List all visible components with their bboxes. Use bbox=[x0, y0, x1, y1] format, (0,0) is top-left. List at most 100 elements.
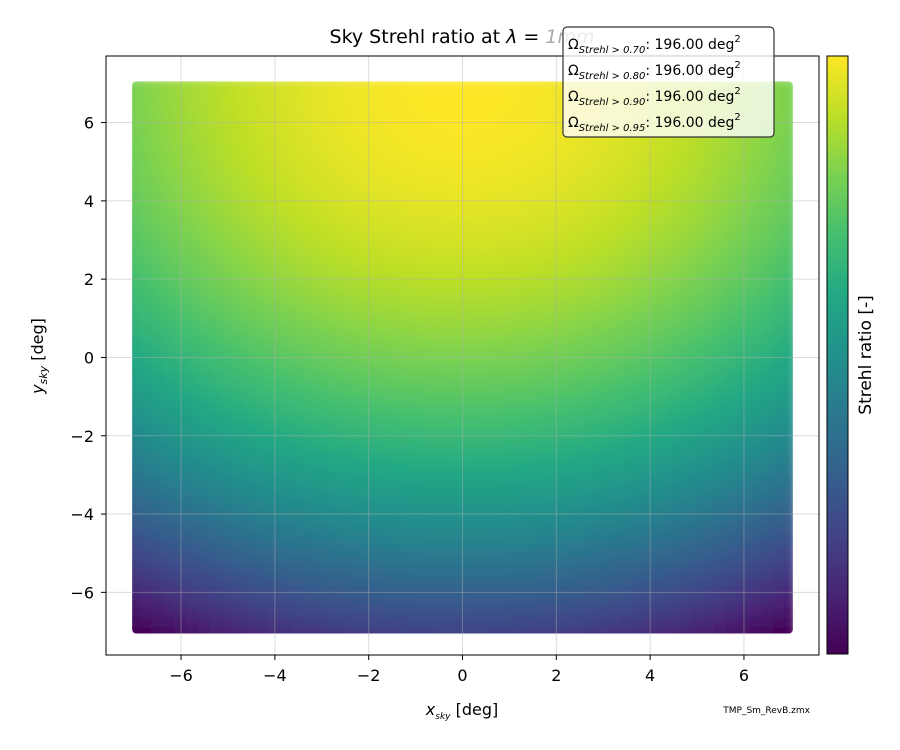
heatmap-cell bbox=[479, 606, 493, 618]
heatmap-cell bbox=[503, 195, 516, 207]
heatmap-cell bbox=[338, 596, 352, 608]
heatmap-cell bbox=[573, 146, 587, 158]
heatmap-cell bbox=[397, 410, 411, 422]
heatmap-cell bbox=[280, 479, 293, 491]
heatmap-cell bbox=[479, 352, 493, 363]
heatmap-cell bbox=[526, 430, 540, 442]
heatmap-cell bbox=[514, 97, 528, 109]
heatmap-cell bbox=[209, 381, 223, 393]
heatmap-cell bbox=[690, 479, 704, 491]
heatmap-cell bbox=[725, 538, 739, 549]
heatmap-cell bbox=[162, 244, 176, 256]
heatmap-cell bbox=[362, 303, 376, 314]
heatmap-cell bbox=[221, 401, 235, 412]
heatmap-cell bbox=[338, 273, 352, 285]
heatmap-cell bbox=[221, 332, 235, 344]
heatmap-cell bbox=[397, 626, 411, 634]
heatmap-cell bbox=[761, 606, 774, 618]
heatmap-cell bbox=[139, 322, 153, 334]
heatmap-cell bbox=[667, 547, 680, 559]
heatmap-cell bbox=[291, 215, 305, 226]
heatmap-cell bbox=[749, 381, 763, 393]
heatmap-cell bbox=[737, 469, 751, 481]
heatmap-cell bbox=[538, 479, 551, 491]
heatmap-cell bbox=[397, 538, 411, 549]
heatmap-cell bbox=[761, 263, 774, 275]
heatmap-cell bbox=[139, 361, 153, 373]
heatmap-cell bbox=[491, 371, 505, 383]
heatmap-cell bbox=[456, 420, 469, 432]
heatmap-cell bbox=[221, 391, 235, 403]
heatmap-cell bbox=[198, 508, 211, 520]
heatmap-cell bbox=[573, 381, 587, 393]
heatmap-cell bbox=[280, 224, 293, 236]
heatmap-cell bbox=[409, 596, 422, 608]
heatmap-cell bbox=[132, 107, 141, 119]
heatmap-cell bbox=[409, 322, 422, 334]
heatmap-cell bbox=[573, 185, 587, 197]
heatmap-cell bbox=[526, 616, 540, 628]
heatmap-cell bbox=[397, 312, 411, 324]
heatmap-cell bbox=[714, 538, 727, 549]
heatmap-cell bbox=[245, 440, 258, 451]
annotation-sup: 2 bbox=[734, 60, 740, 71]
heatmap-cell bbox=[561, 156, 575, 168]
heatmap-cell bbox=[420, 175, 434, 187]
heatmap-cell bbox=[643, 489, 657, 500]
heatmap-cell bbox=[549, 430, 563, 442]
heatmap-cell bbox=[456, 146, 469, 158]
heatmap-cell bbox=[280, 489, 293, 500]
heatmap-cell bbox=[139, 195, 153, 207]
heatmap-cell bbox=[186, 469, 200, 481]
heatmap-cell bbox=[245, 616, 258, 628]
heatmap-cell bbox=[315, 410, 329, 422]
heatmap-cell bbox=[714, 283, 727, 295]
heatmap-cell bbox=[256, 322, 270, 334]
heatmap-cell bbox=[245, 156, 258, 168]
heatmap-cell bbox=[479, 166, 493, 177]
heatmap-cell bbox=[643, 332, 657, 344]
heatmap-cell bbox=[303, 616, 317, 628]
heatmap-cell bbox=[749, 586, 763, 598]
heatmap-cell bbox=[245, 469, 258, 481]
heatmap-cell bbox=[784, 440, 793, 451]
heatmap-cell bbox=[256, 146, 270, 158]
heatmap-cell bbox=[303, 195, 317, 207]
heatmap-cell bbox=[245, 518, 258, 530]
heatmap-cell bbox=[561, 479, 575, 491]
heatmap-cell bbox=[479, 146, 493, 158]
heatmap-cell bbox=[162, 117, 176, 128]
heatmap-cell bbox=[221, 371, 235, 383]
heatmap-cell bbox=[667, 244, 680, 256]
heatmap-cell bbox=[737, 263, 751, 275]
heatmap-cell bbox=[233, 508, 247, 520]
heatmap-cell bbox=[702, 518, 716, 530]
heatmap-cell bbox=[409, 126, 422, 138]
heatmap-cell bbox=[737, 342, 751, 354]
heatmap-cell bbox=[409, 156, 422, 168]
heatmap-cell bbox=[749, 567, 763, 579]
heatmap-cell bbox=[350, 508, 364, 520]
heatmap-cell bbox=[737, 498, 751, 510]
heatmap-cell bbox=[585, 156, 598, 168]
heatmap-cell bbox=[643, 557, 657, 569]
heatmap-cell bbox=[725, 596, 739, 608]
heatmap-cell bbox=[596, 538, 610, 549]
heatmap-cell bbox=[444, 489, 458, 500]
heatmap-cell bbox=[514, 312, 528, 324]
heatmap-cell bbox=[667, 322, 680, 334]
heatmap-cell bbox=[350, 469, 364, 481]
heatmap-cell bbox=[338, 528, 352, 540]
heatmap-cell bbox=[573, 283, 587, 295]
heatmap-cell bbox=[174, 528, 188, 540]
heatmap-cell bbox=[514, 616, 528, 628]
heatmap-cell bbox=[397, 117, 411, 128]
heatmap-cell bbox=[479, 342, 493, 354]
heatmap-cell bbox=[761, 283, 774, 295]
heatmap-cell bbox=[573, 430, 587, 442]
heatmap-cell bbox=[596, 557, 610, 569]
heatmap-cell bbox=[772, 273, 786, 285]
heatmap-cell bbox=[585, 410, 598, 422]
heatmap-cell bbox=[151, 469, 164, 481]
heatmap-cell bbox=[561, 166, 575, 177]
